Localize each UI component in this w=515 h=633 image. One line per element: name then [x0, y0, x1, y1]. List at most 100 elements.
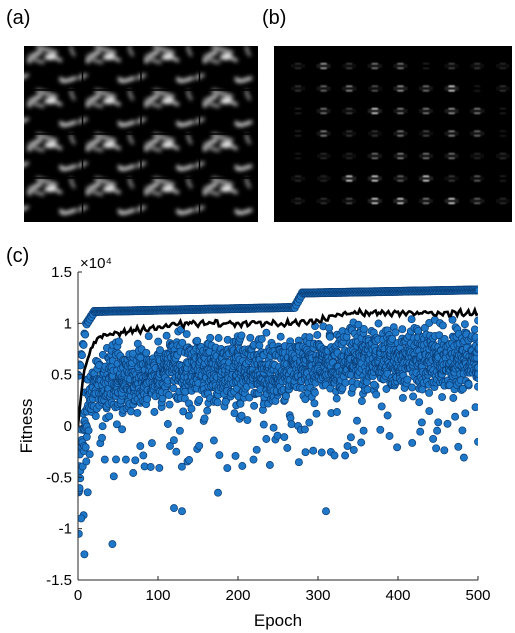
- x-tick-label: 100: [145, 587, 170, 604]
- x-tick-label: 200: [225, 587, 250, 604]
- feature-stroke: [234, 120, 253, 127]
- scatter-point: [78, 351, 86, 360]
- scatter-point: [398, 393, 407, 402]
- feature-stroke: [136, 205, 147, 212]
- scatter-point: [283, 444, 292, 452]
- y-tick: -0.5: [46, 469, 82, 486]
- feature-stroke: [211, 46, 234, 55]
- feature-blob: [102, 98, 115, 104]
- feature-blob: [44, 142, 57, 148]
- y-tick-label: 0.5: [51, 367, 72, 384]
- sparse-grid-image: [274, 46, 512, 222]
- scatter-point: [312, 409, 321, 418]
- feature-blob: [161, 186, 174, 192]
- feature-stroke: [24, 73, 30, 79]
- y-tick-label: 0: [64, 418, 72, 435]
- scatter-point: [370, 380, 378, 389]
- grid-dot-halo: [291, 199, 305, 203]
- feature-stroke: [195, 73, 205, 80]
- grid-dot-halo: [367, 86, 382, 91]
- feature-stroke: [211, 88, 234, 99]
- grid-dot-halo: [393, 109, 408, 113]
- feature-stroke: [35, 132, 58, 143]
- grid-dot-halo: [291, 176, 305, 181]
- scatter-point: [177, 462, 186, 471]
- grid-dot-halo: [444, 131, 459, 136]
- scatter-point: [249, 455, 258, 464]
- scatter-point: [262, 435, 271, 443]
- scatter-point: [269, 423, 278, 432]
- scatter-point: [301, 448, 310, 457]
- scatter-point: [81, 330, 90, 339]
- scatter-point: [408, 438, 417, 447]
- feature-stroke: [117, 76, 136, 83]
- grid-dot-halo: [367, 109, 382, 113]
- scatter-point: [440, 446, 449, 455]
- scatter-point: [209, 436, 218, 445]
- scatter-point: [273, 431, 282, 440]
- scatter-point: [460, 320, 469, 329]
- grid-dot-halo: [495, 154, 510, 158]
- scatter-point: [165, 400, 174, 409]
- feature-blob: [161, 54, 174, 60]
- feature-stroke: [69, 177, 76, 189]
- grid-dot-halo: [342, 64, 357, 68]
- fitness-scatter-chart: 0 100 200 300 400 500-1.5-1-0.500.511.5 ×10⁴ …: [17, 255, 491, 630]
- scatter-point: [454, 442, 463, 451]
- feature-stroke: [86, 142, 104, 152]
- x-tick: 500: [465, 576, 491, 604]
- scatter-point: [169, 384, 178, 393]
- feature-stroke: [195, 117, 205, 124]
- grid-dot-halo: [495, 199, 510, 203]
- grid-dot-halo: [291, 64, 305, 68]
- scatter-point: [425, 407, 434, 416]
- scatter-point: [213, 398, 222, 407]
- scatter-point: [448, 315, 457, 324]
- grid-dot-halo: [342, 131, 357, 136]
- feature-stroke: [24, 161, 30, 167]
- scatter-point: [178, 338, 187, 347]
- scatter-point: [243, 416, 252, 425]
- scatter-point: [98, 433, 106, 442]
- feature-stroke: [136, 161, 147, 168]
- x-axis-label: Epoch: [254, 611, 302, 630]
- scatter-point: [317, 448, 326, 457]
- grid-dot-halo: [444, 86, 459, 91]
- feature-stroke: [245, 46, 251, 57]
- feature-stroke: [234, 164, 253, 171]
- scatter-point: [443, 419, 452, 428]
- scatter-point: [341, 451, 350, 460]
- feature-stroke: [69, 89, 76, 101]
- scatter-point: [438, 321, 447, 330]
- scatter-point: [108, 540, 117, 549]
- feature-stroke: [176, 208, 194, 215]
- panel-label-c: (c): [6, 245, 30, 267]
- feature-stroke: [69, 46, 76, 57]
- grid-dot-halo: [342, 154, 357, 158]
- scatter-point: [440, 335, 449, 344]
- feature-stroke: [78, 205, 88, 212]
- scatter-point: [231, 451, 240, 460]
- scatter-point: [255, 341, 264, 350]
- scatter-point: [438, 393, 447, 402]
- scatter-point: [262, 328, 271, 337]
- scatter-point: [139, 451, 148, 460]
- scatter-point: [415, 398, 424, 407]
- feature-stroke: [128, 133, 134, 145]
- scatter-point: [83, 488, 92, 497]
- scatter-point: [179, 407, 188, 416]
- scatter-point: [100, 455, 109, 464]
- scatter-point: [164, 391, 173, 400]
- grid-dot-halo: [342, 109, 357, 113]
- scatter-point: [326, 332, 335, 341]
- grid-dot-halo: [316, 109, 331, 113]
- grid-dot-halo: [367, 154, 382, 158]
- scatter-point: [105, 412, 114, 421]
- feature-blob: [102, 142, 115, 148]
- scatter-point: [343, 442, 352, 451]
- grid-dot-halo: [470, 176, 485, 181]
- feature-stroke: [195, 161, 205, 168]
- scatter-point: [80, 550, 89, 559]
- x-tick: 100: [145, 576, 171, 604]
- feature-stroke: [176, 76, 194, 83]
